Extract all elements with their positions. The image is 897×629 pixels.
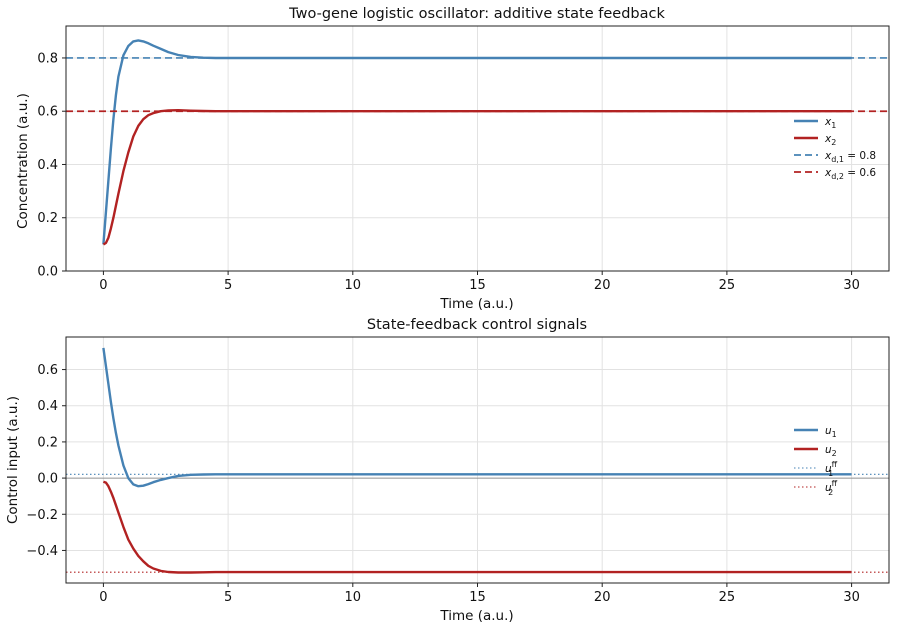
top-legend-label: x1: [824, 116, 836, 130]
bottom-chart-y-axis-label: Control input (a.u.): [5, 396, 21, 524]
top-y-tick-label: 0.4: [37, 158, 58, 173]
bottom-x-tick-label: 0: [99, 590, 107, 605]
top-x-tick-label: 20: [594, 278, 611, 293]
top-legend: x1 x2 xd,1 = 0.8 xd,2 = 0.6: [794, 116, 876, 181]
top-legend-label: x2: [824, 133, 836, 147]
top-chart-plot-area: 0 5 10 15 20 25 30 0.0 0.2 0.4 0.6 0.8 x1 x2 xd,1 = 0.…: [37, 25, 890, 293]
bottom-y-tick-label: 0.2: [37, 435, 58, 450]
bottom-x-tick-label: 10: [345, 590, 362, 605]
top-x-tick-label: 0: [99, 278, 107, 293]
bottom-chart-title: State-feedback control signals: [367, 317, 587, 333]
bottom-y-tick-label: 0.4: [37, 399, 58, 414]
top-y-tick-label: 0.0: [37, 265, 58, 280]
top-y-tick-label: 0.6: [37, 105, 58, 120]
top-x-tick-label: 5: [224, 278, 232, 293]
top-legend-label: xd,1 = 0.8: [824, 150, 876, 164]
bottom-legend-label: uff 2: [825, 479, 838, 497]
bottom-y-tick-label: 0.0: [37, 472, 58, 487]
top-x-tick-label: 15: [469, 278, 486, 293]
top-y-tick-label: 0.8: [37, 51, 58, 66]
top-chart-title: Two-gene logistic oscillator: additive s…: [288, 6, 665, 22]
top-x-tick-label: 10: [345, 278, 362, 293]
top-y-tick-label: 0.2: [37, 211, 58, 226]
top-chart-y-axis-label: Concentration (a.u.): [15, 93, 31, 229]
bottom-y-tick-label: 0.6: [37, 363, 58, 378]
bottom-series-line-2: [102, 480, 852, 574]
top-chart-x-axis-label: Time (a.u.): [439, 296, 513, 312]
bottom-x-tick-label: 20: [594, 590, 611, 605]
bottom-x-tick-label: 5: [224, 590, 232, 605]
top-x-tick-label: 25: [719, 278, 736, 293]
bottom-y-tick-label: −0.2: [26, 508, 58, 523]
bottom-chart-x-axis-label: Time (a.u.): [439, 608, 513, 624]
bottom-x-tick-label: 25: [719, 590, 736, 605]
bottom-legend-label: u2: [825, 444, 837, 458]
bottom-x-tick-label: 30: [843, 590, 860, 605]
bottom-series-line-1: [102, 347, 852, 488]
bottom-x-tick-label: 15: [469, 590, 486, 605]
bottom-chart-plot-area: 0 5 10 15 20 25 30 −0.4 −0.2 0.0 0.2 0.4 0.6 u1 u2 uff 1…: [26, 336, 890, 605]
top-chart: Two-gene logistic oscillator: additive s…: [15, 6, 890, 312]
bottom-y-tick-label: −0.4: [26, 544, 58, 559]
top-legend-label: xd,2 = 0.6: [824, 167, 876, 181]
bottom-chart: State-feedback control signals Time (a.u…: [5, 317, 890, 624]
bottom-legend-label: uff 1: [825, 460, 838, 478]
bottom-legend-label: u1: [825, 425, 837, 439]
top-x-tick-label: 30: [843, 278, 860, 293]
